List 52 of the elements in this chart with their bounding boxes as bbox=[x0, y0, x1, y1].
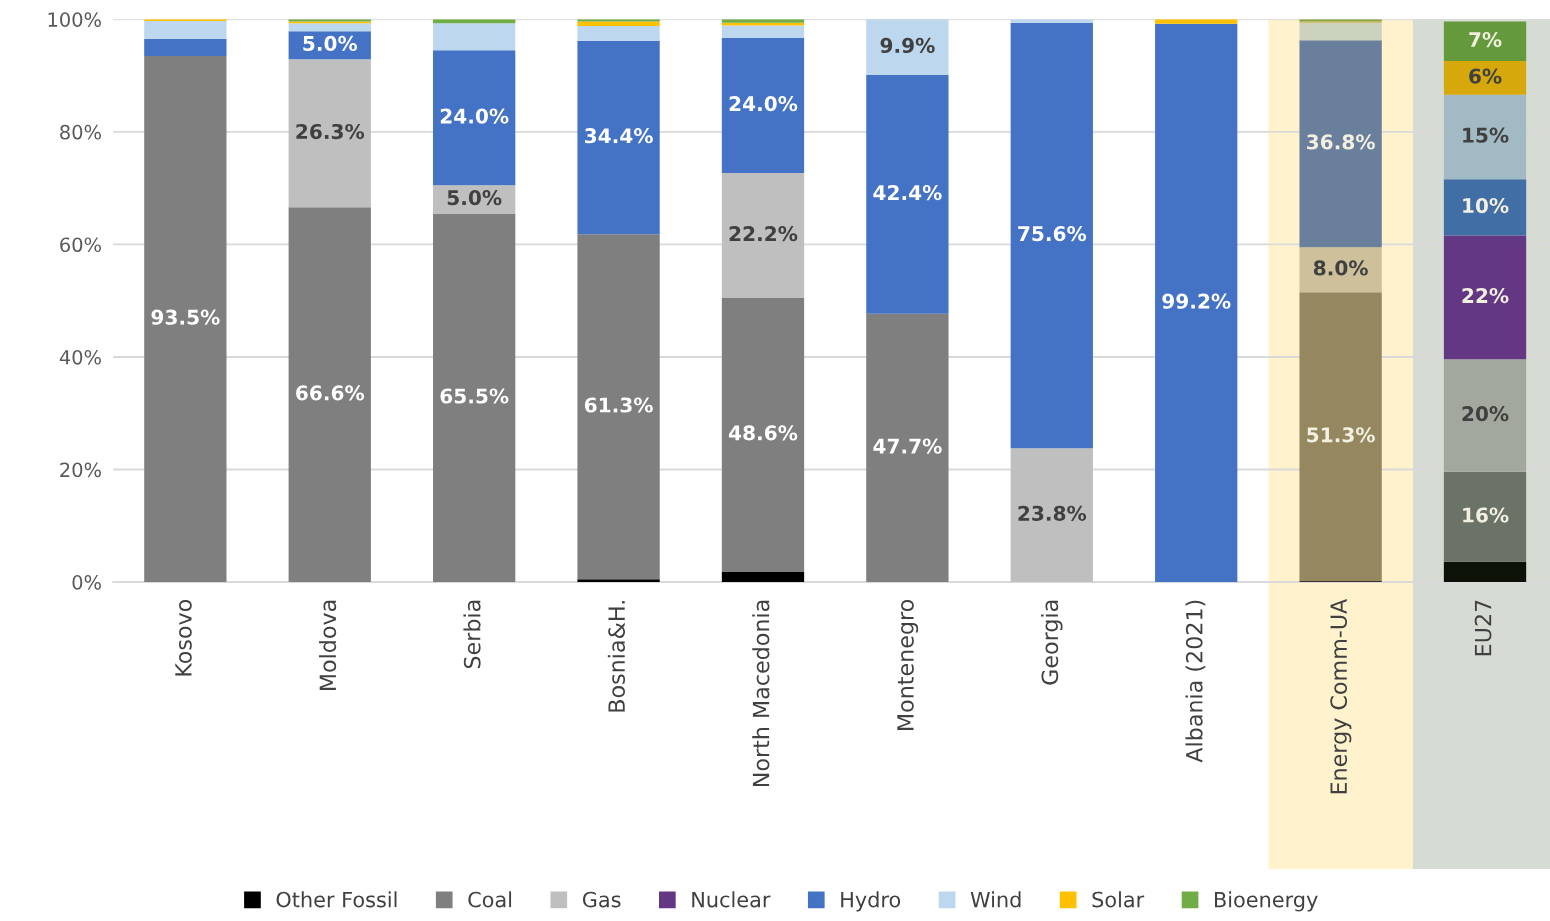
legend-label: Gas bbox=[582, 891, 621, 908]
data-label: 16% bbox=[1463, 507, 1509, 523]
data-label: 20% bbox=[1462, 406, 1509, 422]
x-tick-label: Energy Comm-UA bbox=[1330, 598, 1352, 794]
data-label: 15% bbox=[1463, 127, 1509, 143]
data-label: 93.5% bbox=[151, 309, 220, 325]
data-label: 23.8% bbox=[1018, 505, 1087, 521]
data-label: 22.2% bbox=[729, 226, 798, 242]
data-label: 36.8% bbox=[1307, 134, 1375, 150]
data-label: 24.0% bbox=[729, 96, 798, 112]
data-label: 48.6% bbox=[728, 425, 798, 441]
x-tick-label: Serbia bbox=[463, 600, 481, 669]
x-tick-label: EU27 bbox=[1474, 600, 1492, 656]
y-tick-label: 40% bbox=[59, 349, 101, 365]
legend-label: Nuclear bbox=[692, 891, 771, 908]
data-label: 9.9% bbox=[880, 37, 935, 54]
x-tick-label: Montenegro bbox=[897, 599, 919, 730]
x-tick-label: Bosnia&H. bbox=[607, 601, 626, 712]
data-label: 24.0% bbox=[440, 108, 509, 124]
y-tick-label: 100% bbox=[48, 12, 101, 27]
data-label: 51.3% bbox=[1307, 427, 1375, 443]
x-tick-label: Moldova bbox=[319, 600, 337, 690]
data-label: 66.6% bbox=[296, 385, 365, 401]
data-label: 6% bbox=[1469, 68, 1502, 84]
data-label: 34.4% bbox=[584, 128, 653, 144]
x-tick-label: Georgia bbox=[1041, 600, 1063, 685]
legend-label: Other Fossil bbox=[276, 891, 397, 908]
data-label: 22% bbox=[1462, 287, 1509, 304]
x-tick-label: Kosovo bbox=[175, 599, 192, 676]
x-tick-label: Albania (2021) bbox=[1185, 600, 1206, 763]
data-label: 47.7% bbox=[873, 438, 942, 454]
data-label: 5.0% bbox=[303, 35, 358, 52]
data-label: 7% bbox=[1469, 31, 1502, 48]
x-tick-label: North Macedonia bbox=[752, 600, 770, 787]
y-tick-label: 80% bbox=[60, 124, 101, 140]
legend-label: Coal bbox=[468, 891, 512, 908]
legend-label: Solar bbox=[1092, 891, 1145, 908]
y-tick-label: 20% bbox=[60, 462, 101, 478]
y-tick-label: 60% bbox=[60, 237, 101, 253]
data-label: 26.3% bbox=[296, 123, 365, 140]
data-label: 75.6% bbox=[1018, 226, 1087, 242]
data-label: 99.2% bbox=[1162, 293, 1231, 309]
data-label: 42.4% bbox=[873, 184, 942, 201]
legend-label: Bioenergy bbox=[1215, 891, 1318, 912]
data-label: 65.5% bbox=[440, 388, 509, 404]
data-label: 10% bbox=[1463, 197, 1509, 214]
data-label: 8.0% bbox=[1313, 260, 1368, 276]
y-tick-label: 0% bbox=[72, 575, 101, 590]
data-label: 5.0% bbox=[447, 190, 502, 206]
data-label: 61.3% bbox=[584, 397, 653, 413]
legend-label: Hydro bbox=[841, 891, 901, 912]
legend-label: Wind bbox=[970, 891, 1021, 908]
